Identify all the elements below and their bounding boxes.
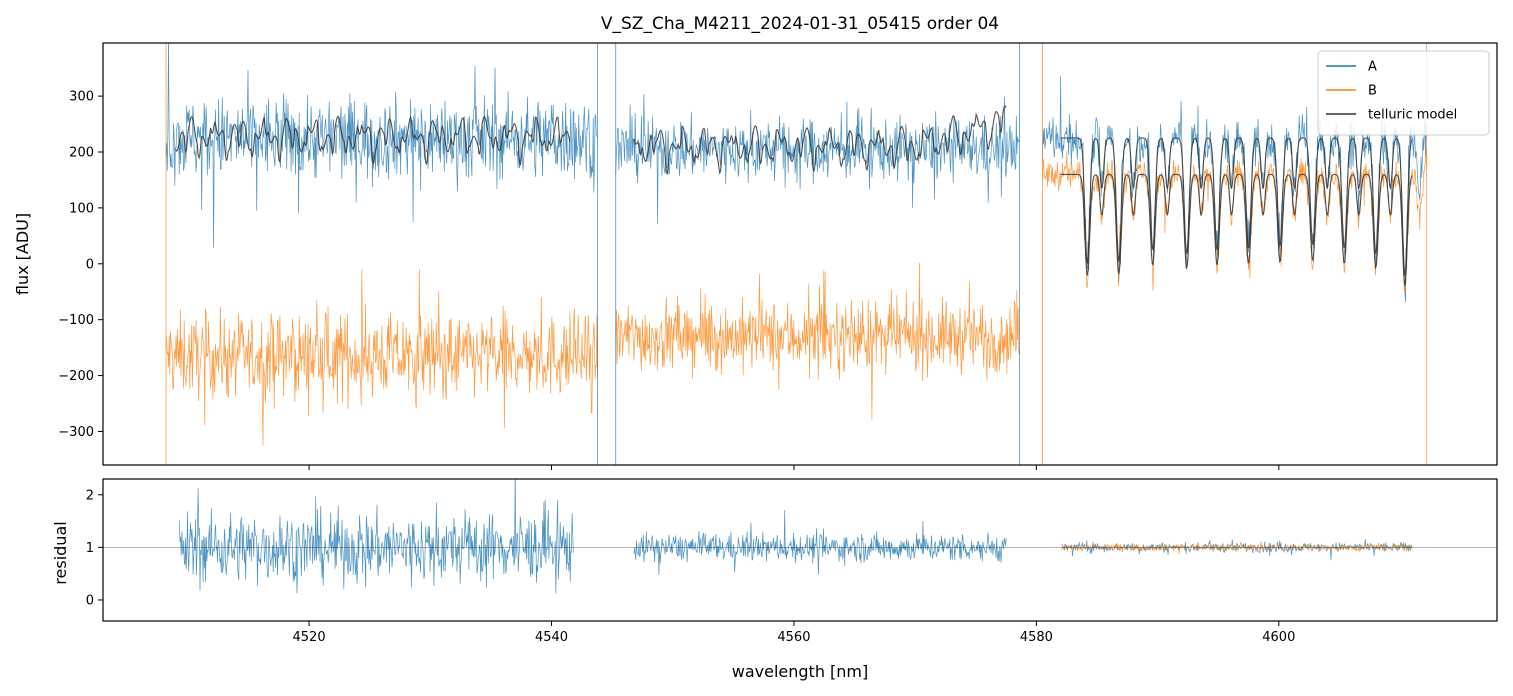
bottom-y-tick-label: 2 [86,488,94,503]
bottom-x-tick-label: 4560 [777,630,810,645]
residual-a-segment [1061,539,1413,561]
bottom-x-tick-label: 4520 [293,630,326,645]
top-panel-axes: −300 −200 −100 0 100 200 300 [58,90,1280,470]
bottom-y-tick-label: 0 [86,593,94,608]
top-panel-frame [102,42,1498,466]
bottom-panel-plot-area [103,479,1497,594]
bottom-y-tick-label: 1 [86,541,94,556]
chart-title: V_SZ_Cha_M4211_2024-01-31_05415 order 04 [601,14,999,34]
bottom-y-axis-label: residual [51,521,70,584]
bottom-x-tick-label: 4540 [535,630,568,645]
residual-a-segment [633,510,1007,575]
telluric-model-line [175,115,571,166]
legend-entry-label: A [1368,60,1377,75]
top-y-tick-label: 300 [69,90,94,105]
series-a-segment [165,43,598,248]
bottom-panel-axes: 4520 4540 4560 4580 4600 0 1 2 [86,488,1296,645]
top-y-tick-label: 100 [69,201,94,216]
bottom-x-tick-label: 4600 [1262,630,1295,645]
top-y-tick-label: −300 [58,425,94,440]
residual-a-segment [179,479,574,594]
top-y-axis-label: flux [ADU] [13,213,32,295]
series-b-segment [165,269,598,446]
telluric-model-line [1060,137,1413,276]
series-b-segment [615,262,1020,420]
series-a-segment [615,94,1020,225]
telluric-model-line [1060,173,1413,286]
top-y-tick-label: −100 [58,313,94,328]
top-y-tick-label: 200 [69,145,94,160]
bottom-x-tick-label: 4580 [1020,630,1053,645]
x-axis-label: wavelength [nm] [732,662,869,681]
residual-b-segment [1061,541,1413,555]
legend-entry-label: B [1368,84,1377,99]
legend-entry-label: telluric model [1368,108,1457,123]
top-panel-plot-area [165,43,1428,465]
top-y-tick-label: 0 [86,257,94,272]
bottom-panel-frame [102,478,1498,622]
telluric-model-line [633,105,1007,176]
top-y-tick-label: −200 [58,369,94,384]
legend-box [1317,50,1490,136]
